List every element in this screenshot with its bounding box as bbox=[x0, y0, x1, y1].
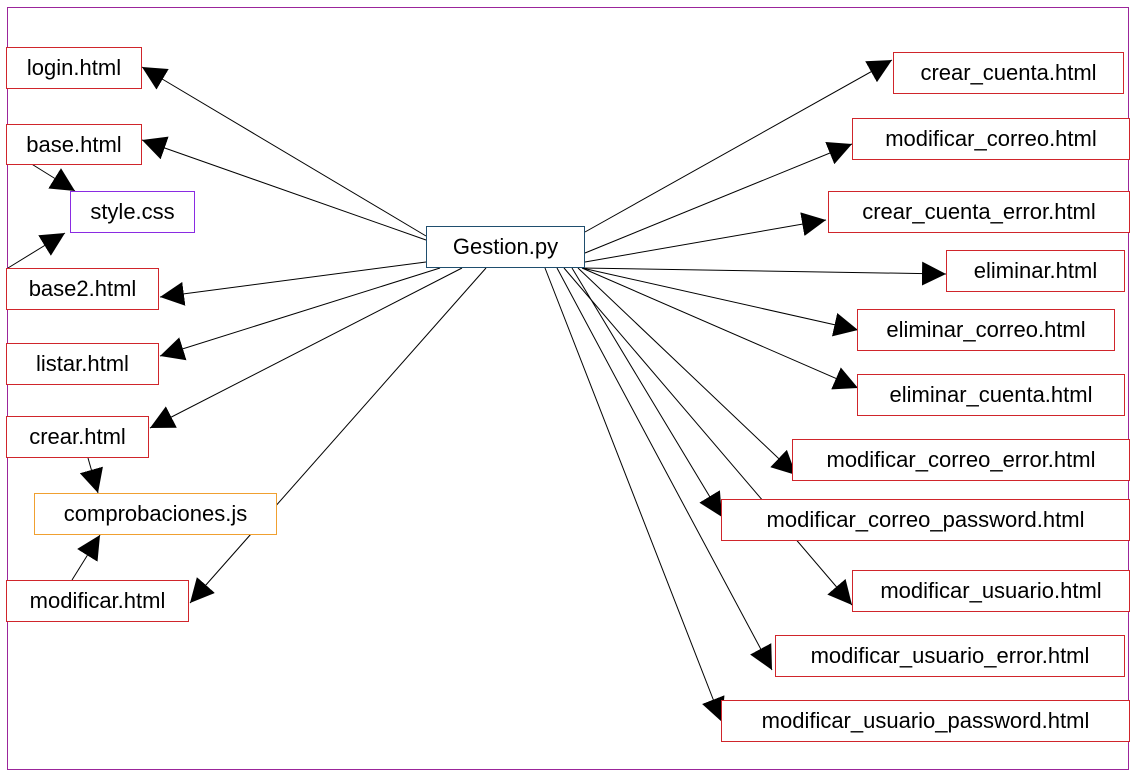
node-modificar-correo-html[interactable]: modificar_correo.html bbox=[852, 118, 1130, 160]
edge-base2-to-style bbox=[7, 232, 66, 269]
node-base2-html[interactable]: base2.html bbox=[6, 268, 159, 310]
edge-gestion-to-listar bbox=[159, 267, 441, 361]
node-comprobaciones-js[interactable]: comprobaciones.js bbox=[34, 493, 277, 535]
node-listar-html[interactable]: listar.html bbox=[6, 343, 159, 385]
node-crear-cuenta-error-html[interactable]: crear_cuenta_error.html bbox=[828, 191, 1130, 233]
node-login-html[interactable]: login.html bbox=[6, 47, 142, 89]
edge-gestion-to-modificar-correo-error bbox=[577, 267, 797, 476]
edge-gestion-to-eliminar bbox=[581, 261, 947, 286]
edge-gestion-to-crear-cuenta bbox=[584, 59, 893, 233]
node-eliminar-cuenta-html[interactable]: eliminar_cuenta.html bbox=[857, 374, 1125, 416]
edge-gestion-to-crear-cuenta-error bbox=[584, 212, 827, 263]
edge-gestion-to-modificar bbox=[189, 267, 487, 604]
edge-gestion-to-eliminar-correo bbox=[581, 267, 859, 337]
node-modificar-correo-password-html[interactable]: modificar_correo_password.html bbox=[721, 499, 1130, 541]
edge-crear-to-comprobaciones bbox=[79, 457, 103, 494]
edge-gestion-to-modificar-usuario-error bbox=[556, 267, 773, 671]
edge-gestion-to-base bbox=[141, 136, 427, 241]
edge-modificar-to-comprobaciones bbox=[71, 534, 101, 581]
node-style-css[interactable]: style.css bbox=[70, 191, 195, 233]
diagram-frame bbox=[7, 7, 1129, 770]
node-modificar-correo-error-html[interactable]: modificar_correo_error.html bbox=[792, 439, 1130, 481]
edge-gestion-to-base2 bbox=[159, 261, 427, 306]
node-base-html[interactable]: base.html bbox=[6, 124, 142, 165]
node-eliminar-html[interactable]: eliminar.html bbox=[946, 250, 1125, 292]
edge-gestion-to-modificar-correo-password bbox=[571, 267, 723, 518]
edge-gestion-to-login bbox=[141, 66, 427, 237]
node-gestion-py[interactable]: Gestion.py bbox=[426, 226, 585, 268]
node-modificar-usuario-password-html[interactable]: modificar_usuario_password.html bbox=[721, 700, 1130, 742]
edge-base-to-style bbox=[29, 162, 76, 192]
edge-gestion-to-modificar-correo bbox=[584, 141, 853, 254]
node-crear-cuenta-html[interactable]: crear_cuenta.html bbox=[893, 52, 1124, 94]
edge-gestion-to-crear bbox=[149, 267, 463, 429]
edge-gestion-to-eliminar-cuenta bbox=[581, 267, 859, 390]
edge-gestion-to-modificar-usuario-password bbox=[544, 267, 725, 723]
node-modificar-html[interactable]: modificar.html bbox=[6, 580, 189, 622]
edge-gestion-to-modificar-usuario bbox=[563, 267, 853, 606]
node-modificar-usuario-error-html[interactable]: modificar_usuario_error.html bbox=[775, 635, 1125, 677]
node-eliminar-correo-html[interactable]: eliminar_correo.html bbox=[857, 309, 1115, 351]
node-modificar-usuario-html[interactable]: modificar_usuario.html bbox=[852, 570, 1130, 612]
node-crear-html[interactable]: crear.html bbox=[6, 416, 149, 458]
